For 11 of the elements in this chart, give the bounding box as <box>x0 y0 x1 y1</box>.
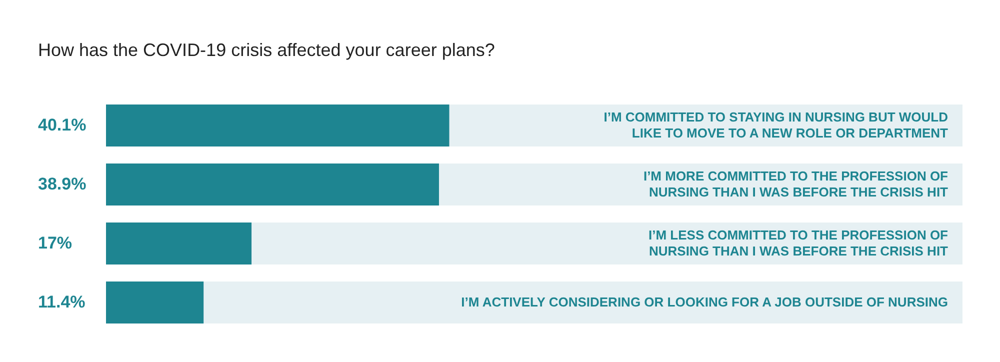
data-label: 40.1% <box>38 116 86 134</box>
data-label: 17% <box>38 234 72 252</box>
bar <box>106 222 252 264</box>
chart-title: How has the COVID-19 crisis affected your career plans? <box>38 40 495 60</box>
data-label: 11.4% <box>38 292 86 312</box>
data-label: 38.9% <box>38 174 86 194</box>
y-tick-label: I’M COMMITTED TO STAYING IN NURSING BUT WOULD LIKE TO MOVE TO A NEW ROLE OR DEPARTMENT <box>604 110 948 141</box>
y-tick-label: I’M LESS COMMITTED TO THE PROFESSION OF NURSING THAN I WAS BEFORE THE CRISIS HIT <box>648 228 948 259</box>
y-tick-label: I’M MORE COMMITTED TO THE PROFESSION OF NURSING THAN I WAS BEFORE THE CRISIS HIT <box>643 168 948 200</box>
bar <box>106 282 204 324</box>
y-tick-label: I’M ACTIVELY CONSIDERING OR LOOKING FOR A JOB OUTSIDE OF NURSING <box>461 294 948 310</box>
